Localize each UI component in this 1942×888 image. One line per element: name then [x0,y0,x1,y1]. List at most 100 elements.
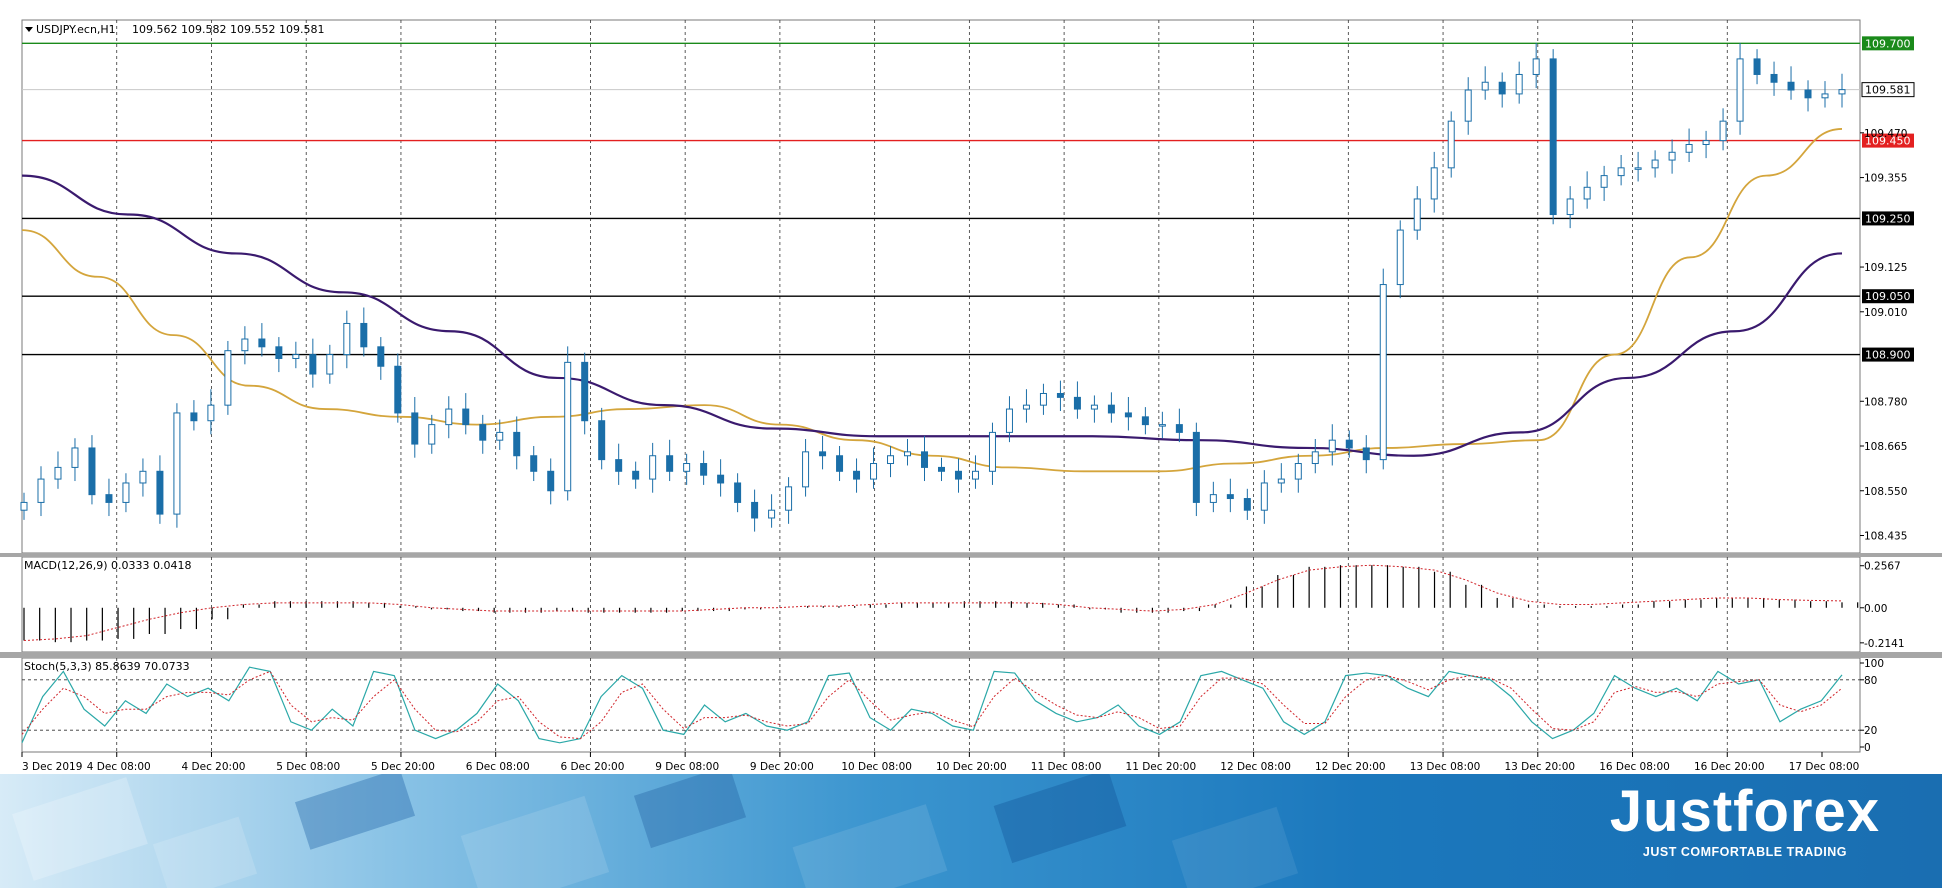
time-tick-label: 9 Dec 20:00 [750,761,814,773]
price-tick-label: 109.355 [1864,173,1907,185]
candle-body [156,470,164,515]
candle-body [1056,392,1064,398]
candle-body [241,338,249,352]
candle-body [1039,392,1047,406]
stoch-tick-label: 80 [1864,675,1877,687]
candle-body [1260,482,1268,511]
candle-body [547,470,555,492]
candle-body [1566,198,1574,216]
candle-body [20,501,28,511]
price-tick-label: 109.010 [1864,307,1907,319]
price-level-label: 109.700 [1865,37,1911,50]
candle-body [1328,439,1336,453]
candle-body [37,478,45,503]
moving-average-line [21,128,1843,473]
moving-averages [21,128,1843,473]
candle-body [1005,408,1013,433]
candle-body [734,482,742,503]
candle-body [445,408,453,426]
candle-body [649,455,657,480]
candle-body [870,463,878,480]
time-tick-label: 6 Dec 20:00 [560,761,624,773]
candle-body [292,354,300,359]
candle-body [1787,81,1795,91]
macd-tick-label: -0.2141 [1864,638,1905,650]
time-tick-label: 13 Dec 20:00 [1504,761,1575,773]
price-level-label: 109.450 [1865,135,1911,148]
candle-body [921,451,929,468]
candle-body [1498,81,1506,95]
candle-body [1379,284,1387,461]
candle-body [632,470,640,480]
candle-body [1702,140,1710,145]
candle-body [802,451,810,488]
stoch-panel-frame [21,657,1861,753]
candle-body [1141,416,1149,426]
time-tick-label: 11 Dec 08:00 [1031,761,1102,773]
banner-shape [152,816,258,888]
price-level-tag [1862,347,1914,362]
candle-body [1600,175,1608,188]
candle-body [1481,81,1489,91]
candle-body [1464,89,1472,122]
candle-body [564,361,572,492]
banner-shape [12,777,148,881]
last-price-label: 109.581 [1865,84,1911,97]
candle-body [1753,58,1761,75]
time-tick-label: 4 Dec 08:00 [87,761,151,773]
price-tick-label: 108.780 [1864,396,1907,408]
time-tick-label: 9 Dec 08:00 [655,761,719,773]
trading-chart: 109.700 109.450 109.250 109.050 108.900 109.5… [0,19,1942,773]
candle-body [1073,396,1081,410]
candle-body [1396,229,1404,286]
time-tick-label: 16 Dec 08:00 [1599,761,1670,773]
price-tick-label: 109.125 [1864,262,1907,274]
last-price-tag [1861,82,1915,98]
candle-body [971,470,979,480]
time-tick-label: 12 Dec 08:00 [1220,761,1291,773]
price-axis: 109.470 109.355 109.125 109.010 108.780 108.6… [1860,128,1907,542]
chart-title: USDJPY.ecn,H1 [36,23,116,36]
brand-name: Justforex [1609,779,1880,844]
time-tick-label: 11 Dec 20:00 [1126,761,1197,773]
time-tick-label: 5 Dec 20:00 [371,761,435,773]
candle-body [1617,167,1625,177]
candle-body [1209,494,1217,503]
candle-body [1192,431,1200,503]
price-tick-label: 108.550 [1864,486,1907,498]
candle-body [717,474,725,484]
candle-body [887,455,895,465]
stoch-title: Stoch(5,3,3) 85.8639 70.0733 [24,660,190,673]
candle-body [1413,198,1421,231]
stoch-signal-line [21,670,1843,740]
time-tick-label: 13 Dec 08:00 [1410,761,1481,773]
time-tick-label: 3 Dec 2019 [22,761,82,773]
banner-shape [792,804,948,888]
candle-body [768,509,776,519]
ohlc-header: 109.562 109.582 109.552 109.581 [132,23,324,36]
time-tick-label: 12 Dec 20:00 [1315,761,1386,773]
candle-body [1804,89,1812,99]
candle-body [904,451,912,457]
banner-shape [294,774,416,850]
banner-shape [993,774,1127,864]
price-level-tag [1862,211,1914,226]
candle-body [496,431,504,441]
banner-shape [633,774,747,849]
stoch-main-line [21,666,1843,744]
candle-body [88,447,96,496]
candle-body [1532,58,1540,75]
candle-body [683,463,691,472]
candle-body [1651,159,1659,169]
candle-body [615,459,623,472]
candle-body [1430,167,1438,200]
candle-body [819,451,827,457]
price-level-tag [1862,133,1914,148]
candle-body [1838,89,1846,95]
candle-body [1226,494,1234,500]
candle-body [666,455,674,472]
macd-title: MACD(12,26,9) 0.0333 0.0418 [24,559,192,572]
macd-panel: 0.2567 0.00 -0.2141 [23,561,1905,650]
grid-lines [116,20,1728,752]
candle-body [1634,167,1642,170]
